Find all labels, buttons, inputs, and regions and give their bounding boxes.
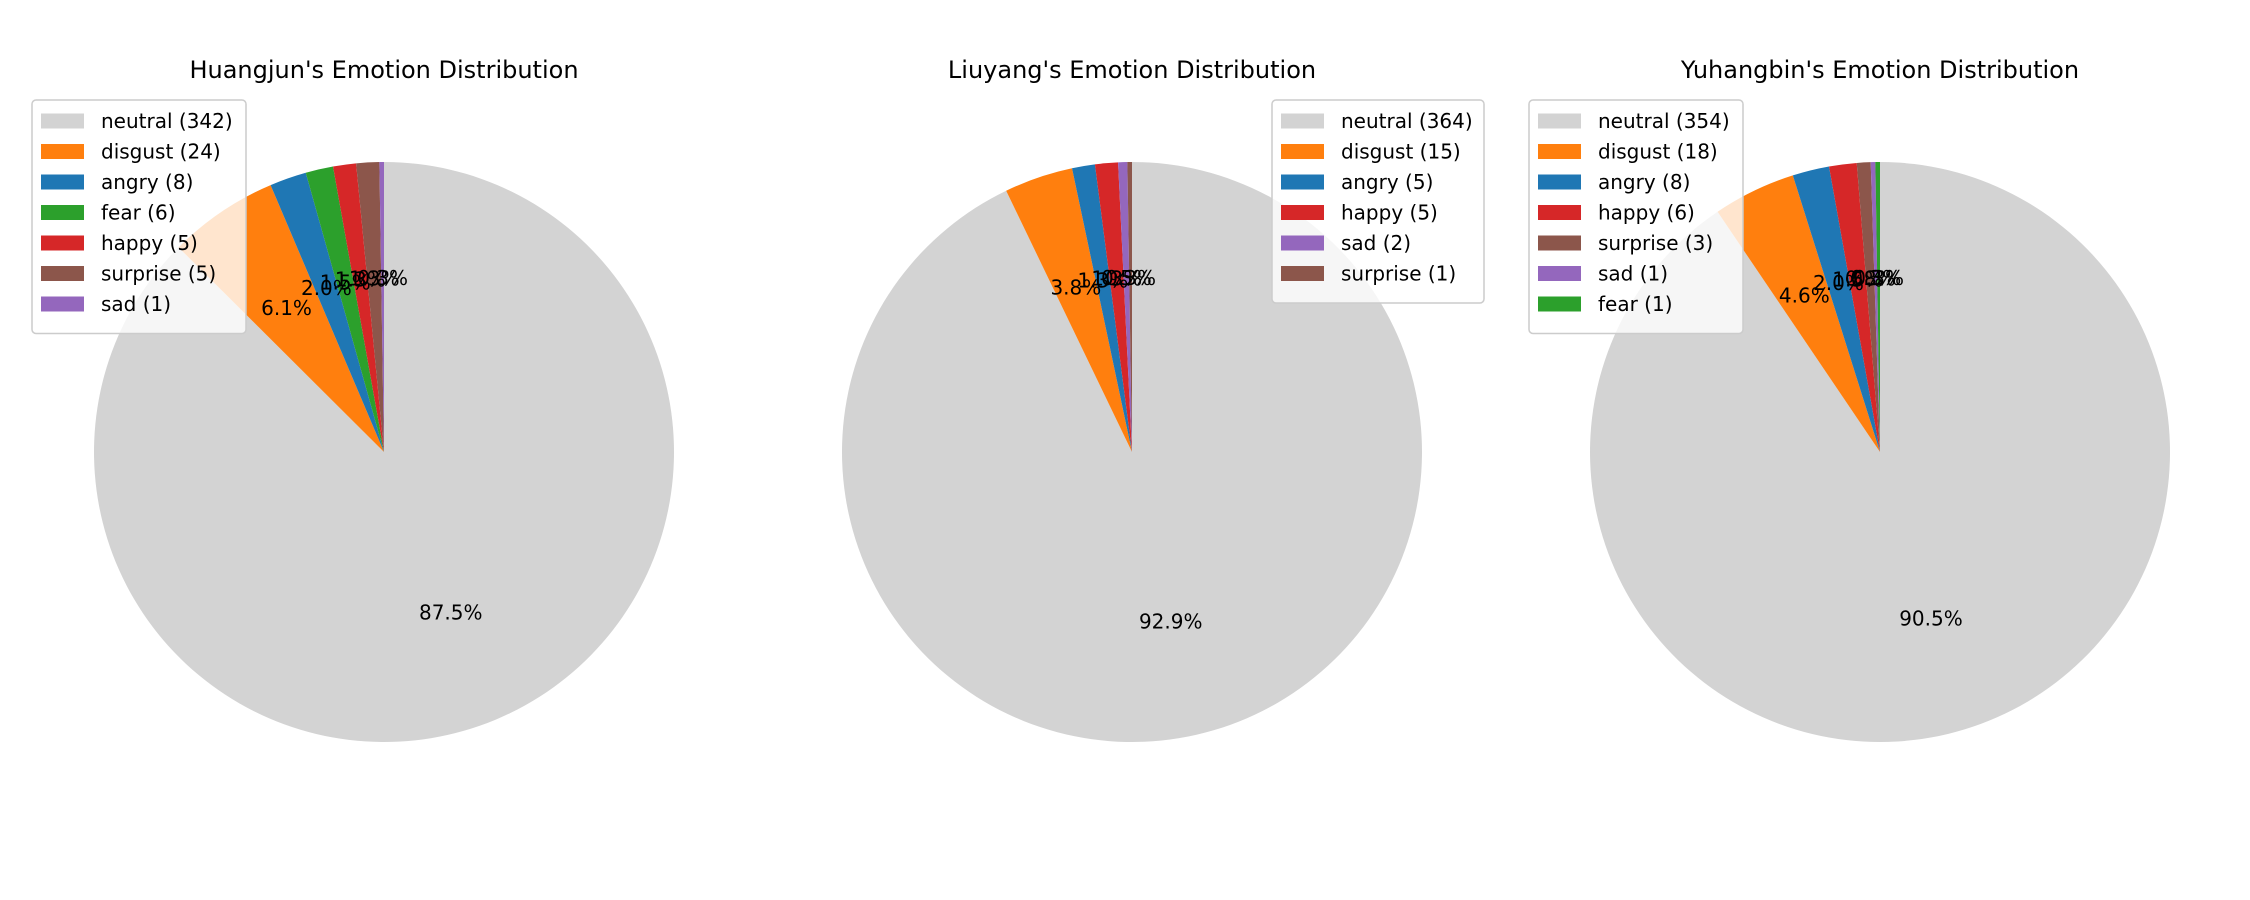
chart-title: Yuhangbin's Emotion Distribution — [1680, 56, 2079, 84]
pct-label-angry: 1.3% — [1077, 268, 1128, 292]
pct-label-happy: 1.5% — [1832, 267, 1883, 291]
pct-label-happy: 1.3% — [1091, 267, 1142, 291]
legend-label-neutral: neutral (342) — [101, 109, 233, 133]
pie-slice-neutral — [841, 162, 1422, 742]
chart-title: Huangjun's Emotion Distribution — [189, 56, 578, 84]
pie-slice-disgust — [1006, 168, 1132, 452]
pct-label-fear: 1.5% — [320, 270, 371, 294]
pct-label-sad: 0.5% — [1101, 266, 1152, 290]
pie-slice-disgust — [1717, 175, 1880, 452]
legend-frame — [1271, 99, 1485, 304]
legend-swatch-sad — [1281, 235, 1324, 251]
legend-swatch-sad — [41, 296, 84, 312]
pie-slice-happy — [333, 163, 384, 452]
legend-frame — [31, 99, 247, 335]
pct-label-angry: 2.0% — [1813, 271, 1864, 295]
pie-slice-happy — [1829, 162, 1880, 452]
legend-swatch-disgust — [1281, 144, 1324, 159]
pct-label-sad: 0.3% — [357, 266, 408, 290]
chart-title: Liuyang's Emotion Distribution — [948, 56, 1316, 84]
legend-label-happy: happy (6) — [1598, 201, 1695, 225]
legend-swatch-angry — [1281, 174, 1324, 190]
pie-slice-fear — [305, 166, 384, 452]
pct-label-angry: 2.0% — [301, 276, 352, 300]
pie-slice-angry — [1072, 164, 1132, 452]
legend-label-surprise: surprise (1) — [1341, 262, 1456, 286]
chart-legend: neutral (342) disgust (24) angry (8) fear (… — [31, 99, 247, 335]
pct-label-neutral: 92.9% — [1139, 610, 1203, 634]
pct-label-disgust: 3.8% — [1050, 275, 1101, 299]
legend-swatch-angry — [1538, 174, 1581, 190]
pie-slice-sad — [1870, 162, 1880, 453]
chart-legend: neutral (364) disgust (15) angry (5) happy … — [1271, 99, 1485, 304]
legend-swatch-happy — [1538, 205, 1581, 220]
pct-label-neutral: 87.5% — [419, 601, 483, 625]
legend-label-disgust: disgust (15) — [1341, 140, 1461, 164]
legend-label-neutral: neutral (364) — [1341, 109, 1473, 133]
legend-swatch-surprise — [1538, 235, 1581, 251]
legend-label-angry: angry (8) — [101, 170, 193, 194]
legend-swatch-fear — [1538, 296, 1581, 312]
legend-label-angry: angry (8) — [1598, 170, 1690, 194]
legend-label-neutral: neutral (354) — [1598, 109, 1730, 133]
legend-swatch-neutral — [1281, 113, 1324, 129]
legend-label-angry: angry (5) — [1341, 170, 1433, 194]
pct-label-disgust: 4.6% — [1779, 283, 1830, 307]
legend-swatch-angry — [41, 174, 84, 190]
legend-swatch-surprise — [1281, 266, 1324, 281]
pct-label-surprise: 0.8% — [1845, 266, 1896, 290]
pct-label-surprise: 1.3% — [349, 266, 400, 290]
pct-label-fear: 0.3% — [1853, 266, 1904, 290]
legend-frame — [1528, 99, 1744, 335]
pie-slice-fear — [1875, 162, 1880, 452]
pct-label-sad: 0.3% — [1850, 266, 1901, 290]
legend-label-happy: happy (5) — [101, 231, 198, 255]
pie-slice-neutral — [94, 162, 675, 743]
pie-slice-happy — [1094, 162, 1132, 452]
legend-swatch-sad — [1538, 266, 1581, 281]
legend-label-disgust: disgust (24) — [101, 140, 221, 164]
pie-slice-surprise — [356, 162, 384, 453]
legend-swatch-happy — [41, 235, 84, 251]
pie-slice-surprise — [1127, 162, 1132, 452]
chart-legend: neutral (354) disgust (18) angry (8) happy … — [1528, 99, 1744, 335]
legend-label-fear: fear (1) — [1598, 292, 1673, 316]
pct-label-happy: 1.3% — [335, 268, 386, 292]
pie-slice-sad — [379, 162, 384, 452]
legend-label-fear: fear (6) — [101, 201, 176, 225]
legend-label-surprise: surprise (3) — [1598, 231, 1713, 255]
legend-label-disgust: disgust (18) — [1598, 140, 1718, 164]
legend-label-sad: sad (2) — [1341, 231, 1411, 255]
legend-swatch-disgust — [1538, 144, 1581, 159]
legend-label-sad: sad (1) — [101, 292, 171, 316]
pie-slice-angry — [270, 172, 384, 452]
legend-label-surprise: surprise (5) — [101, 262, 216, 286]
legend-label-sad: sad (1) — [1598, 262, 1668, 286]
pie-slice-sad — [1118, 162, 1132, 453]
pct-label-neutral: 90.5% — [1899, 606, 1963, 630]
legend-swatch-surprise — [41, 266, 84, 281]
yuhangbin-pie-chart: Yuhangbin's Emotion Distribution 90.5% 4.… — [1528, 56, 2171, 742]
legend-swatch-neutral — [41, 113, 84, 129]
legend-swatch-fear — [41, 205, 84, 220]
pct-label-surprise: 0.3% — [1105, 266, 1156, 290]
legend-swatch-disgust — [41, 144, 84, 159]
pie-slice-angry — [1792, 166, 1880, 452]
legend-swatch-happy — [1281, 205, 1324, 220]
pct-label-disgust: 6.1% — [261, 296, 312, 320]
liuyang-pie-chart: Liuyang's Emotion Distribution 92.9% 3.8%… — [841, 56, 1485, 742]
legend-swatch-neutral — [1538, 113, 1581, 129]
legend-label-happy: happy (5) — [1341, 201, 1438, 225]
huangjun-pie-chart: Huangjun's Emotion Distribution 87.5% 6.1… — [31, 56, 675, 743]
pie-slice-surprise — [1856, 162, 1880, 452]
